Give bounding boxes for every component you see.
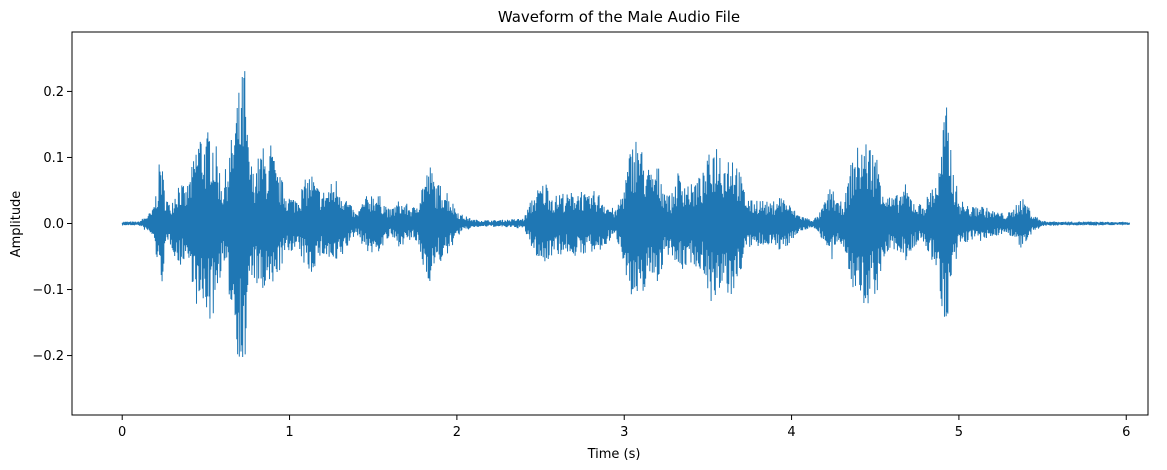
y-tick-label: −0.1 xyxy=(32,283,64,298)
x-axis: 0 1 2 3 4 5 6 xyxy=(118,415,1130,440)
x-tick-label: 0 xyxy=(118,425,126,440)
y-axis: −0.2 −0.1 0.0 0.1 0.2 xyxy=(32,85,72,364)
y-tick-label: 0.0 xyxy=(43,217,64,232)
x-tick-label: 5 xyxy=(955,425,963,440)
x-axis-label: Time (s) xyxy=(587,447,641,462)
y-tick-label: −0.2 xyxy=(32,349,64,364)
x-tick-label: 2 xyxy=(453,425,461,440)
y-axis-label: Amplitude xyxy=(9,191,24,258)
x-tick-label: 1 xyxy=(285,425,293,440)
waveform-series-line xyxy=(121,71,1131,358)
chart-title: Waveform of the Male Audio File xyxy=(498,8,740,26)
y-tick-label: 0.2 xyxy=(43,85,64,100)
x-tick-label: 6 xyxy=(1122,425,1130,440)
plot-area xyxy=(71,31,1149,416)
y-tick-label: 0.1 xyxy=(43,151,64,166)
x-tick-label: 3 xyxy=(620,425,628,440)
x-tick-label: 4 xyxy=(787,425,795,440)
